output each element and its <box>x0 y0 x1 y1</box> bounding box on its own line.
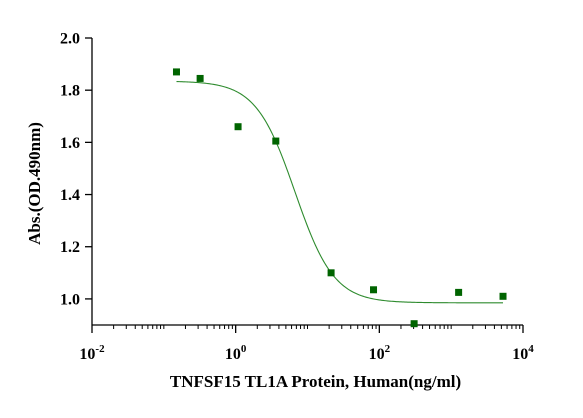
data-point <box>196 74 204 82</box>
data-point <box>272 137 280 145</box>
data-point <box>327 269 335 277</box>
data-point <box>455 288 463 296</box>
x-tick-label: 102 <box>369 343 391 363</box>
x-tick-label: 100 <box>225 343 247 363</box>
data-point <box>172 68 180 76</box>
y-tick-label: 1.0 <box>60 291 80 308</box>
y-tick-label: 2.0 <box>60 31 80 48</box>
x-tick-label: 104 <box>512 343 534 363</box>
data-point <box>370 286 378 294</box>
axes: 1.0 1.2 1.4 1.6 1.8 2.0 10-2 100 102 104 <box>60 31 534 364</box>
y-axis-title: Abs.(OD.490nm) <box>25 122 44 245</box>
y-tick-label: 1.2 <box>60 239 80 256</box>
y-tick-label: 1.8 <box>60 83 80 100</box>
y-tick-label: 1.6 <box>60 135 80 152</box>
data-point <box>234 123 242 131</box>
x-axis-title: TNFSF15 TL1A Protein, Human(ng/ml) <box>170 372 461 391</box>
fit-curve <box>176 81 504 304</box>
data-point <box>499 292 507 300</box>
fit-curve-group <box>176 81 504 304</box>
data-points <box>172 68 507 328</box>
x-tick-label: 10-2 <box>79 343 105 363</box>
y-tick-label: 1.4 <box>60 187 80 204</box>
data-point <box>410 320 418 328</box>
